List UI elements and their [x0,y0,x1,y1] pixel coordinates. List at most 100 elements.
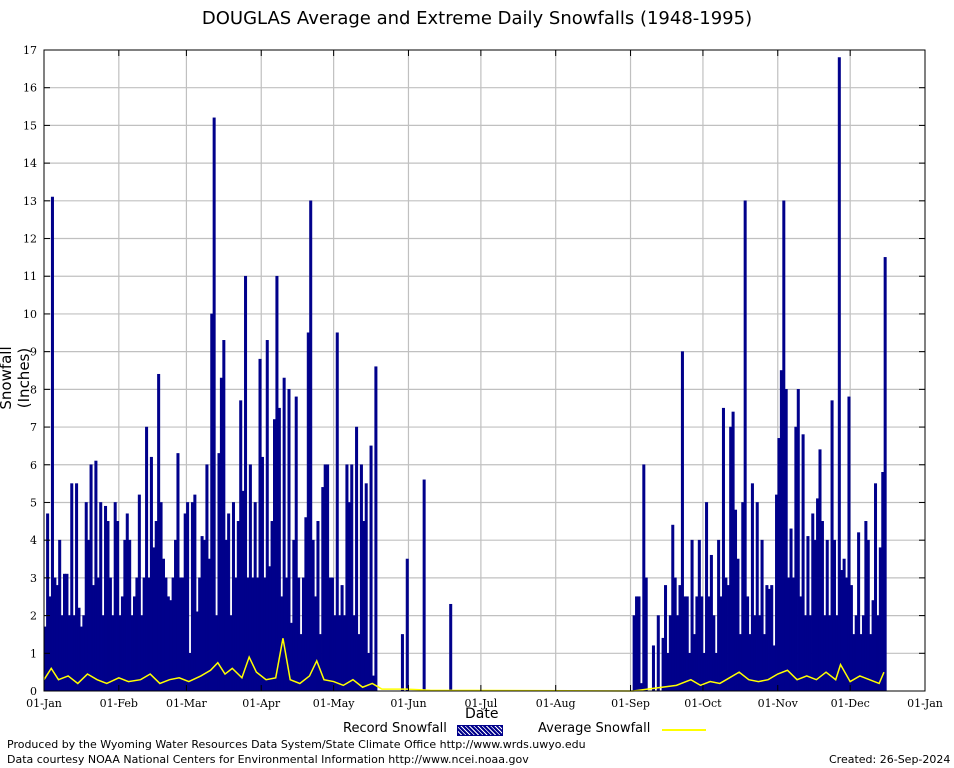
record-bar [193,494,197,692]
tick-label-x: 01-Jan [26,697,62,710]
record-bar [137,494,141,692]
record-bar [777,438,781,692]
record-bar [828,615,832,692]
record-bar [60,615,64,692]
record-bar [854,615,858,692]
record-bar [217,453,221,692]
record-bar [852,634,856,692]
record-bar [717,539,721,692]
record-bar [738,634,742,692]
record-bar [811,513,815,692]
record-bar [791,577,795,692]
record-bar [104,505,108,692]
record-bar [772,645,776,692]
record-bar [145,426,149,692]
record-bar [673,577,677,692]
record-bar [661,637,665,692]
tick-label-y: 5 [30,496,37,509]
tick-label-x: 01-Jan [907,697,943,710]
record-bar [369,445,373,692]
record-bar [231,502,235,692]
record-bar [212,117,216,692]
tick-label-x: 01-Jun [390,697,426,710]
record-bar [113,502,117,692]
record-bar [775,494,779,692]
record-bar [130,615,134,692]
record-bar [784,389,788,692]
record-bar [268,566,272,692]
record-bar [198,577,202,692]
record-bar [806,536,810,692]
record-bar [157,373,161,692]
record-bar [118,615,122,692]
record-bar [149,456,153,692]
record-bar [359,464,363,692]
record-bar [58,539,62,692]
record-bar [314,596,318,692]
record-bar [721,407,725,692]
tick-label-x: 01-Aug [536,697,576,710]
record-bar [876,615,880,692]
record-bar [782,200,786,692]
record-bar [705,502,709,692]
record-bar [678,585,682,692]
record-bar [188,652,192,692]
record-bar [881,472,885,692]
record-bar [707,596,711,692]
record-bar [258,358,262,692]
record-bar [63,573,67,692]
record-bar [857,532,861,692]
record-bar [449,603,453,692]
record-bar [195,611,199,692]
tick-label-y: 6 [30,459,37,472]
record-bar [50,196,54,692]
tick-label-x: 01-Mar [166,697,208,710]
record-bar [347,502,351,692]
average-line-path [43,638,885,692]
record-bar [246,577,250,692]
record-bar [832,539,836,692]
record-bar [91,585,95,692]
x-axis-label: Date [465,706,499,722]
record-bar [820,521,824,692]
record-bar [357,634,361,692]
record-bar [94,460,98,692]
tick-label-y: 13 [23,195,37,208]
record-bar [644,577,648,692]
record-bar [222,340,226,692]
record-bar [70,483,74,692]
record-bar [813,539,817,692]
record-bar [859,634,863,692]
footer-created: Created: 26-Sep-2024 [829,753,951,766]
record-bar [101,615,105,692]
tick-label-x: 01-Nov [758,697,799,710]
record-bar [685,596,689,692]
record-bar [251,577,255,692]
record-bar [818,449,822,692]
record-bar [77,607,81,692]
record-bar [861,615,865,692]
record-bar [328,577,332,692]
record-bar [241,490,245,692]
tick-label-y: 15 [23,119,37,132]
tick-label-y: 16 [23,82,37,95]
record-bar [695,596,699,692]
record-bar [808,615,812,692]
record-bar [292,539,296,692]
record-bar [219,377,223,692]
record-bar [656,615,660,692]
record-bar [82,615,86,692]
record-bar [116,521,120,692]
record-bar [340,585,344,692]
tick-label-x: 01-Sep [611,697,650,710]
record-bar [260,456,264,692]
plot-frame [43,49,926,692]
record-bar [318,634,322,692]
tick-label-y: 14 [23,157,37,170]
record-bar [765,585,769,692]
record-bar [270,521,274,692]
record-bar [690,539,694,692]
tick-label-x: 01-Dec [831,697,870,710]
record-bar [159,502,163,692]
record-bar [133,596,137,692]
